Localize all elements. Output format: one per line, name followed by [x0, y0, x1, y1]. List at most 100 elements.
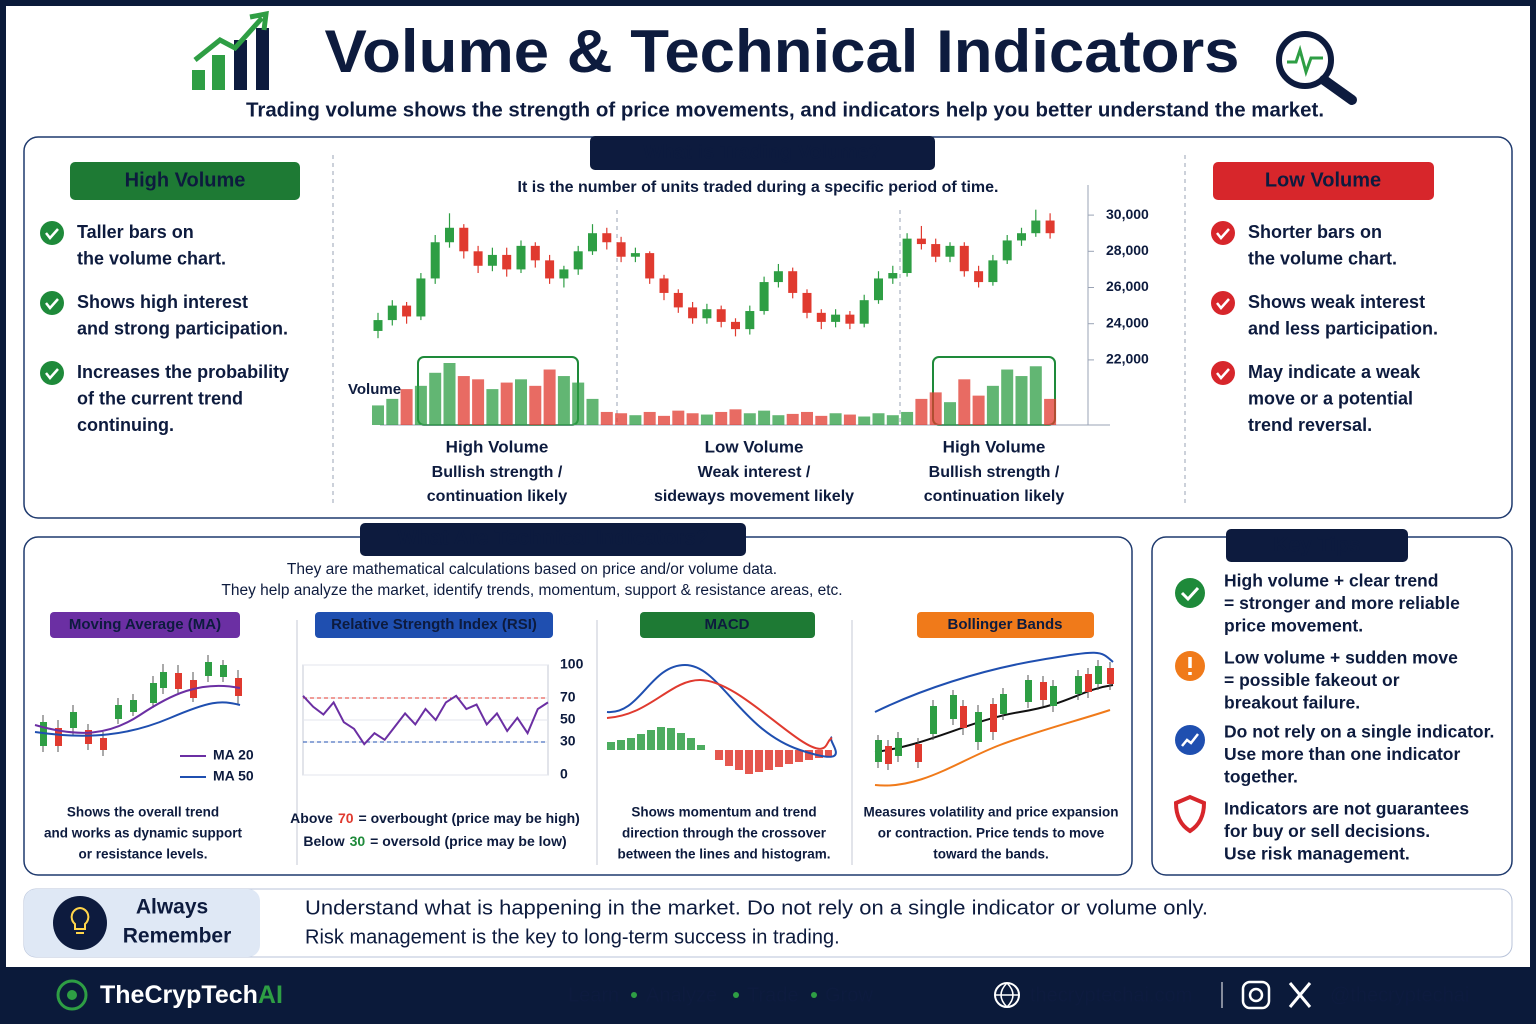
volume-bar — [829, 413, 842, 425]
pill-text: Relative Strength Index (RSI) — [331, 616, 537, 633]
volume-bar — [715, 411, 728, 425]
candle-body — [602, 233, 612, 243]
item-text: the volume chart. — [1248, 248, 1397, 268]
reminder-title: Remember — [123, 925, 232, 948]
caption-text: Below — [303, 833, 344, 849]
bullet-icon — [40, 221, 64, 245]
volume-bar — [372, 405, 384, 425]
y-tick-label: 100 — [560, 656, 584, 672]
caption: and works as dynamic support — [44, 826, 243, 841]
candle-body — [902, 238, 912, 274]
bullet-icon — [40, 291, 64, 315]
bullet-check — [1216, 228, 1230, 240]
caption: between the lines and histogram. — [617, 847, 830, 862]
tip-text: Low volume + sudden move — [1224, 648, 1458, 668]
handle — [1319, 75, 1357, 105]
volume-bar — [929, 392, 942, 425]
candle-body — [573, 251, 583, 270]
caption-text: = overbought (price may be high) — [359, 810, 580, 826]
bullet-icon — [1211, 221, 1235, 245]
candle-body — [387, 305, 397, 321]
volume-bar — [429, 372, 442, 425]
caption: or contraction. Price tends to move — [878, 826, 1105, 841]
candle-body — [487, 254, 497, 266]
zone-title: High Volume — [943, 437, 1046, 456]
y-tick-label: 70 — [560, 689, 576, 705]
item-text: continuing. — [77, 415, 174, 435]
upper-band — [874, 651, 1114, 713]
description: They help analyze the market, identify t… — [221, 582, 842, 599]
volume-bar — [414, 385, 427, 425]
volume-bar — [858, 416, 871, 425]
volume-bar — [972, 395, 985, 425]
volume-bar — [658, 415, 670, 425]
icon-bar — [256, 28, 269, 90]
volume-bar — [586, 398, 599, 425]
candle-body — [1045, 220, 1055, 234]
caption: toward the bands. — [933, 847, 1049, 862]
caption: Shows momentum and trend — [631, 805, 816, 820]
volume-bar — [986, 385, 999, 425]
tip-text: = stronger and more reliable — [1224, 593, 1460, 613]
brand-icon — [56, 979, 88, 1011]
volume-bar — [486, 389, 499, 425]
candle-body — [716, 309, 726, 322]
chart-mark — [1181, 733, 1199, 747]
lens — [1276, 31, 1334, 89]
candle-body — [645, 253, 655, 279]
pill-text: Moving Average (MA) — [69, 616, 221, 633]
item-text: Increases the probability — [77, 362, 289, 382]
icon-bar — [234, 40, 247, 90]
bb-chart — [874, 651, 1114, 787]
candle-body — [759, 282, 769, 312]
motto-word: Learn — [568, 984, 619, 1006]
tip-text: together. — [1224, 767, 1298, 787]
volume-bar — [901, 411, 914, 425]
rsi-pill — [315, 612, 553, 638]
volume-bar — [386, 398, 399, 425]
handle: @thecryptechai — [1330, 984, 1469, 1006]
volume-bar — [786, 413, 799, 425]
icon-bar — [212, 55, 225, 90]
ma50-line — [34, 701, 241, 737]
histogram-up — [607, 727, 705, 750]
tips-title: Key Tips — [1273, 534, 1360, 557]
y-tick-label: 30 — [560, 733, 576, 749]
volume-bar — [772, 415, 785, 425]
volume-bar — [1015, 376, 1028, 425]
item-text: trend reversal. — [1248, 415, 1372, 435]
tips-pill — [1226, 529, 1408, 562]
bullet-check — [45, 298, 59, 310]
tip-text: breakout failure. — [1224, 693, 1360, 713]
ma-chart — [34, 655, 242, 778]
volume-bar — [886, 415, 899, 425]
x-icon — [1288, 982, 1312, 1008]
bulb-circle — [53, 896, 107, 950]
tip-text: High volume + clear trend — [1224, 571, 1438, 591]
candle-body — [1017, 233, 1026, 241]
volume-bar — [958, 379, 971, 425]
candle-body — [702, 309, 712, 319]
volume-bar — [615, 413, 628, 425]
candle-body — [1002, 240, 1012, 261]
zone-text: continuation likely — [427, 488, 568, 505]
candle-body — [616, 242, 626, 257]
volume-bar — [643, 411, 656, 425]
caption-text: = oversold (price may be low) — [370, 833, 566, 849]
candle-body — [459, 227, 469, 252]
volume-bar — [801, 411, 813, 425]
rsi-line — [302, 694, 549, 746]
candle-body — [502, 254, 512, 270]
check-mark — [1180, 586, 1200, 602]
caption: or resistance levels. — [78, 847, 207, 862]
candle-body — [816, 312, 826, 322]
volume-bar — [529, 385, 542, 425]
ma20-line — [34, 684, 241, 734]
tip-text: Use more than one indicator — [1224, 744, 1460, 764]
volume-bar — [872, 413, 885, 425]
candle-body — [916, 238, 926, 245]
section-title: What Are Technical Indicators? — [397, 527, 709, 550]
candle-body — [630, 253, 640, 257]
title: Volume & Technical Indicators — [325, 18, 1240, 85]
instagram-icon — [1241, 980, 1271, 1010]
